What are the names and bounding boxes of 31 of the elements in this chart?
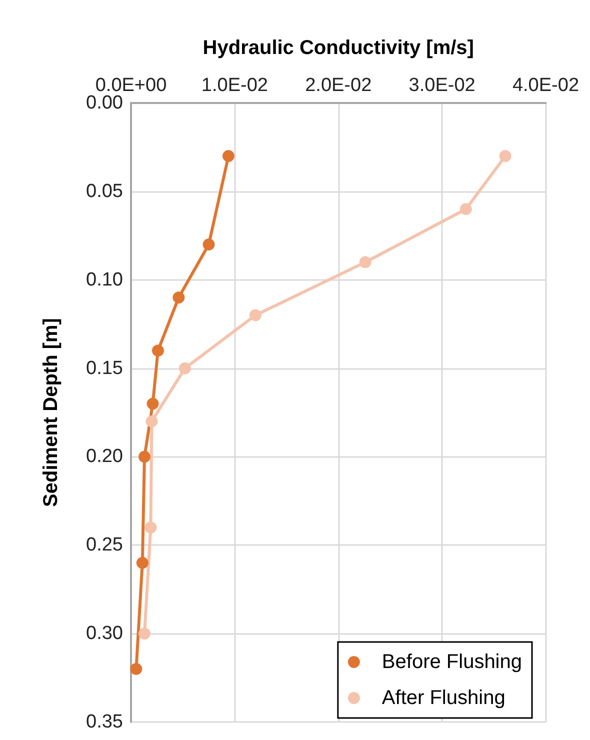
y-tick-label: 0.05 xyxy=(86,180,123,202)
point xyxy=(178,362,191,374)
x-tick-label: 2.0E-02 xyxy=(305,75,372,96)
legend-label: Before Flushing xyxy=(382,651,522,673)
point xyxy=(136,556,148,569)
x-tick-label: 4.0E-02 xyxy=(512,75,579,96)
point xyxy=(138,450,150,463)
point xyxy=(146,415,158,428)
point xyxy=(499,150,512,162)
point xyxy=(130,662,142,675)
legend-label: After Flushing xyxy=(382,687,506,709)
y-axis-title: Sediment Depth [m] xyxy=(40,318,62,507)
x-tick-label: 1.0E-02 xyxy=(201,75,268,96)
point xyxy=(172,292,185,304)
y-tick-label: 0.10 xyxy=(86,269,123,290)
point xyxy=(460,203,472,216)
y-tick-label: 0.25 xyxy=(86,534,123,556)
point xyxy=(202,238,215,250)
point xyxy=(222,150,234,162)
y-tick-label: 0.35 xyxy=(86,712,123,732)
point xyxy=(144,521,157,534)
x-axis-title: Hydraulic Conductivity [m/s] xyxy=(202,37,474,59)
y-tick-label: 0.15 xyxy=(86,358,123,379)
y-tick-label: 0.20 xyxy=(86,446,123,468)
point xyxy=(359,256,372,268)
point xyxy=(249,309,262,322)
x-tick-label: 3.0E-02 xyxy=(408,75,476,96)
point xyxy=(146,398,159,410)
point xyxy=(152,344,164,357)
point xyxy=(138,628,150,640)
y-tick-label: 0.30 xyxy=(86,623,123,644)
